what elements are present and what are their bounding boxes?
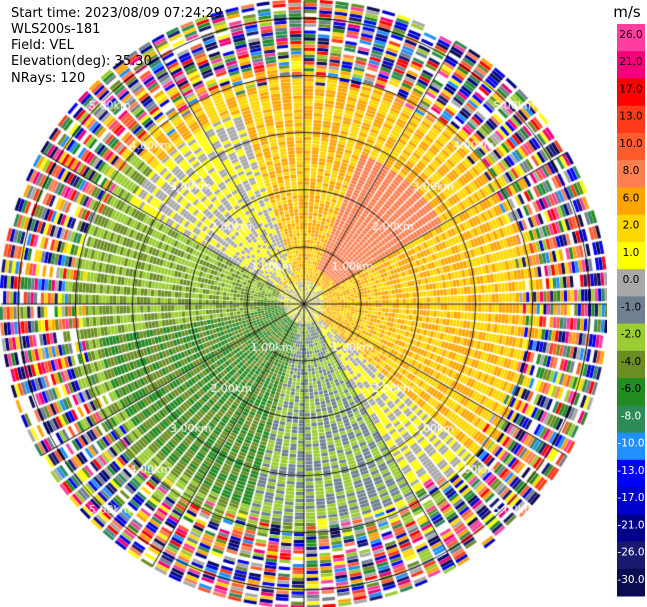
start-time-label: Start time: 2023/08/09 07:24:29 [11,6,223,21]
colorbar-tick-label: 2.0 [623,220,640,232]
colorbar-swatch [617,269,645,297]
colorbar-tick-label: -17.0 [617,492,644,504]
colorbar-tick-label: -1.0 [621,301,642,313]
colorbar-tick-label: -26.0 [617,547,644,559]
colorbar-tick-label: 21.0 [619,56,642,68]
colorbar-swatch [617,541,645,570]
colorbar-swatch [617,487,645,515]
colorbar-swatch [617,187,645,216]
colorbar: m/s 26.0 21.0 17.0 13.0 10.0 8.0 6.0 2.0 1.0 0.0 -1… [613,3,645,597]
instrument-label: WLS200s-181 [11,22,101,37]
colorbar-swatch [617,350,645,379]
colorbar-swatch [617,323,645,352]
colorbar-tick-label: 17.0 [619,83,642,95]
colorbar-swatch [617,105,645,134]
colorbar-tick-label: -8.0 [621,410,642,422]
colorbar-swatch [617,378,645,406]
nrays-label: NRays: 120 [11,71,86,86]
colorbar-swatch [617,132,645,161]
colorbar-tick-label: -4.0 [621,356,642,368]
colorbar-swatch [617,214,645,243]
colorbar-tick-label: -6.0 [621,383,642,395]
field-label: Field: VEL [11,38,74,53]
colorbar-tick-label: -10.0 [617,438,644,450]
elevation-label: Elevation(deg): 35.30 [11,54,152,69]
colorbar-tick-label: 13.0 [619,111,642,123]
colorbar-swatch [617,24,645,52]
colorbar-tick-label: -13.0 [617,465,644,477]
colorbar-swatch [617,78,645,107]
colorbar-swatch [617,241,645,270]
ppi-velocity-plot [0,0,607,607]
colorbar-swatch [617,459,645,488]
colorbar-tick-label: -21.0 [617,519,644,531]
colorbar-swatch [617,568,645,597]
colorbar-tick-label: 1.0 [623,247,640,259]
colorbar-tick-label: 6.0 [623,192,640,204]
colorbar-tick-label: 26.0 [619,29,642,41]
colorbar-tick-label: 10.0 [619,138,642,150]
colorbar-swatch [617,296,645,325]
colorbar-tick-label: 8.0 [623,165,640,177]
colorbar-swatch [617,160,645,188]
colorbar-unit-label: m/s [613,3,641,21]
colorbar-swatch [617,405,645,434]
colorbar-tick-label: 0.0 [623,274,640,286]
colorbar-tick-label: -30.0 [617,574,644,586]
colorbar-swatch [617,514,645,543]
colorbar-swatch [617,432,645,461]
colorbar-tick-label: -2.0 [621,329,642,341]
colorbar-swatch [617,51,645,79]
